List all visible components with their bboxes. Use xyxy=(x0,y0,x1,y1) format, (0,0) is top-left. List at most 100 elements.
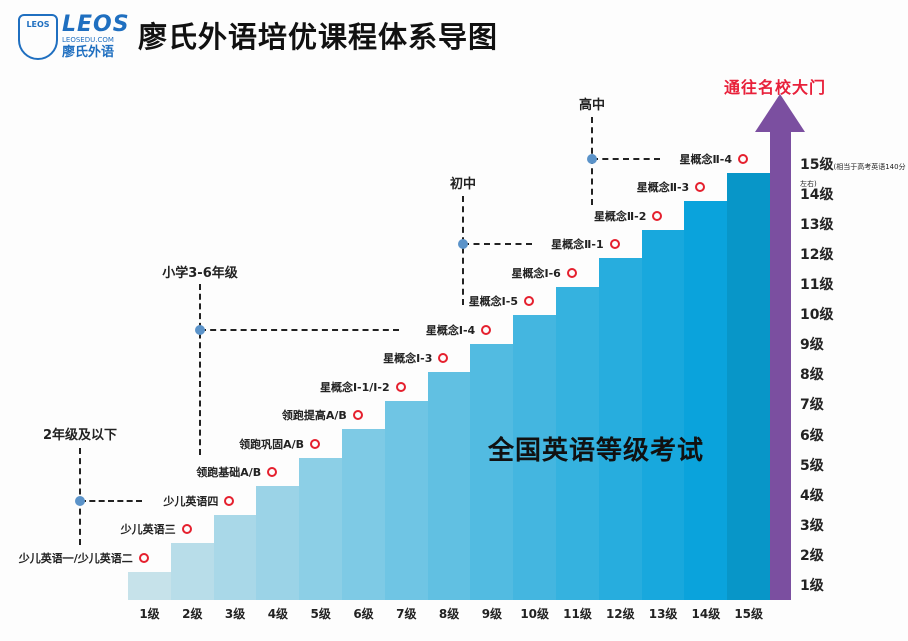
y-level-label: 8级 xyxy=(800,364,824,384)
x-level-label: 2级 xyxy=(182,607,203,621)
course-label: 星概念Ⅱ-2 xyxy=(593,208,663,224)
circle-marker-icon xyxy=(481,324,492,335)
y-level-label: 12级 xyxy=(800,244,833,264)
stage-vertical-line xyxy=(199,284,201,455)
course-label: 星概念Ⅱ-4 xyxy=(680,151,748,167)
circle-marker-icon xyxy=(224,495,235,506)
circle-marker-icon xyxy=(138,552,149,563)
level-text: 15级 xyxy=(800,156,834,173)
y-level-label: 5级 xyxy=(800,455,824,475)
x-level-label: 5级 xyxy=(310,607,331,621)
course-name: 领跑提高A/B xyxy=(281,409,347,422)
level-step xyxy=(684,201,728,600)
level-text: 6级 xyxy=(800,427,824,444)
course-name: 领跑基础A/B xyxy=(196,466,262,479)
level-text: 1级 xyxy=(800,578,824,594)
level-step xyxy=(427,372,471,600)
x-level-label: 13级 xyxy=(648,607,678,621)
arrow-shaft xyxy=(770,130,791,600)
level-text: 5级 xyxy=(800,457,824,474)
level-step xyxy=(513,315,557,600)
y-level-label: 1级 xyxy=(800,575,824,595)
stage-vertical-line xyxy=(462,196,464,305)
course-name: 星概念Ⅱ-3 xyxy=(636,181,690,194)
course-name: 星概念Ⅰ-5 xyxy=(468,295,518,308)
level-step xyxy=(128,571,172,600)
circle-marker-icon xyxy=(181,524,192,534)
level-text: 13级 xyxy=(800,216,834,233)
course-name: 星概念Ⅰ-1/Ⅰ-2 xyxy=(319,380,390,394)
x-level-label: 6级 xyxy=(353,607,374,621)
logo-brand: LEOS xyxy=(62,12,130,37)
level-note: (相当于高考英语140分左右) xyxy=(800,162,906,188)
course-label: 领跑基础A/B xyxy=(196,464,278,480)
circle-marker-icon xyxy=(695,182,706,192)
course-label: 领跑巩固A/B xyxy=(239,436,320,452)
level-step xyxy=(170,543,215,600)
y-level-label: 6级 xyxy=(800,425,824,445)
x-level-label: 3级 xyxy=(224,607,246,621)
stage-label: 2年级及以下 xyxy=(42,428,118,443)
level-text: 10级 xyxy=(800,307,834,324)
y-level-label: 2级 xyxy=(800,545,824,565)
course-name: 星概念Ⅱ-2 xyxy=(593,209,647,223)
course-name: 少儿英语四 xyxy=(163,494,219,508)
circle-marker-icon xyxy=(652,210,663,221)
x-level-label: 10级 xyxy=(520,607,550,621)
circle-marker-icon xyxy=(438,353,449,363)
level-step xyxy=(342,429,386,600)
level-step xyxy=(213,514,257,600)
page-title: 廖氏外语培优课程体系导图 xyxy=(138,20,499,54)
stage-dot xyxy=(587,153,597,164)
level-step xyxy=(384,400,429,600)
x-level-label: 7级 xyxy=(396,607,417,621)
course-label: 星概念Ⅰ-6 xyxy=(512,265,577,281)
circle-marker-icon xyxy=(395,381,406,392)
course-name: 星概念Ⅱ-4 xyxy=(679,152,732,166)
level-text: 7级 xyxy=(800,397,824,414)
logo-url: LEOSEDU.COM xyxy=(62,36,114,44)
stage-label: 小学3-6年级 xyxy=(162,266,238,281)
y-level-label: 9级 xyxy=(800,334,824,354)
y-level-label: 3级 xyxy=(800,515,824,535)
y-level-label: 7级 xyxy=(800,394,824,414)
level-text: 9级 xyxy=(800,337,824,354)
circle-marker-icon xyxy=(267,467,278,477)
stage-label: 高中 xyxy=(578,98,606,113)
x-level-label: 12级 xyxy=(605,607,635,621)
circle-marker-icon xyxy=(566,267,577,278)
y-level-label: 14级 xyxy=(800,184,833,204)
level-step xyxy=(299,457,343,600)
stage-dot xyxy=(75,495,85,506)
course-name: 少儿英语三 xyxy=(120,523,176,536)
x-level-label: 4级 xyxy=(267,607,289,621)
circle-marker-icon xyxy=(609,239,620,249)
course-name: 星概念Ⅰ-4 xyxy=(425,323,476,337)
course-name: 星概念Ⅰ-3 xyxy=(383,352,433,365)
course-label: 少儿英语三 xyxy=(121,521,192,537)
x-level-label: 9级 xyxy=(481,607,503,621)
level-text: 2级 xyxy=(800,547,824,564)
course-label: 星概念Ⅱ-3 xyxy=(636,179,706,195)
level-text: 11级 xyxy=(800,277,834,293)
circle-marker-icon xyxy=(352,410,363,420)
level-text: 12级 xyxy=(800,246,834,263)
level-step xyxy=(598,258,643,600)
course-label: 星概念Ⅰ-3 xyxy=(383,350,449,366)
stage-connector-line xyxy=(463,243,532,245)
x-level-label: 8级 xyxy=(438,607,460,621)
circle-marker-icon xyxy=(524,296,534,306)
y-level-label: 13级 xyxy=(800,214,833,234)
logo-cn: 廖氏外语 xyxy=(62,45,115,60)
y-level-label: 11级 xyxy=(800,274,833,294)
level-step xyxy=(641,229,685,600)
y-level-label: 10级 xyxy=(800,304,833,324)
course-label: 星概念Ⅰ-5 xyxy=(469,293,534,309)
course-name: 少儿英语一/少儿英语二 xyxy=(18,551,133,565)
stage-connector-line xyxy=(592,157,660,160)
stage-label: 初中 xyxy=(449,177,477,192)
arrow-up-icon xyxy=(755,94,805,132)
y-level-label: 4级 xyxy=(800,485,824,505)
stage-connector-line xyxy=(80,499,143,502)
